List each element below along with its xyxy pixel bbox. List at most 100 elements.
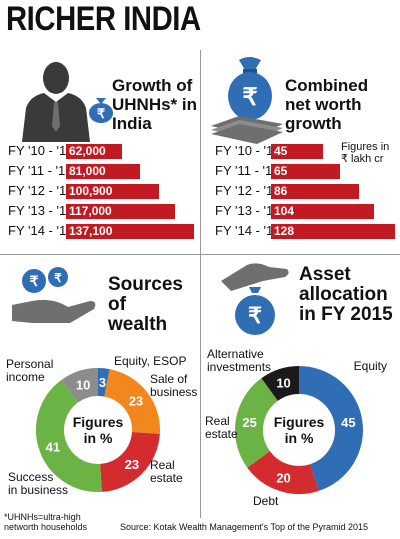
bar <box>66 224 194 239</box>
svg-text:₹: ₹ <box>54 271 62 285</box>
sources-panel: ₹ ₹ Sources of wealth 3 Equity, ESOP 23 Sal… <box>0 255 200 517</box>
bar-category-label: FY '14 - '15 <box>215 223 281 238</box>
donut-slice <box>97 368 110 397</box>
donut-category-label: Alternative investments <box>207 347 271 374</box>
donut-category-label: Success in business <box>8 470 68 497</box>
asset-title: Asset allocation in FY 2015 <box>299 265 393 325</box>
bar-category-label: FY '11 - '12 <box>215 163 280 178</box>
donut-category-label: Real estate <box>205 414 238 441</box>
bar <box>271 164 341 179</box>
svg-text:₹: ₹ <box>248 303 262 328</box>
networth-title: Combined net worth growth <box>285 76 368 133</box>
bar-value-label: 137,100 <box>69 224 113 238</box>
page-title: RICHER INDIA <box>6 0 201 38</box>
bar-value-label: 100,900 <box>69 184 113 198</box>
asset-title-line-2: allocation <box>299 284 388 305</box>
growth-title-line-3: India <box>112 114 152 133</box>
donut-category-label: Equity, ESOP <box>114 354 186 368</box>
growth-title: Growth of UHNHs* in India <box>112 76 197 133</box>
donut-center-label: Figures in % <box>274 414 325 446</box>
bar-value-label: 128 <box>274 224 295 238</box>
growth-panel: ₹ Growth of UHNHs* in India FY '10 - '11… <box>0 50 200 250</box>
sources-title-line-1: Sources of <box>108 274 183 315</box>
bar <box>66 204 175 219</box>
bar-value-label: 104 <box>274 204 295 218</box>
donut-slice <box>103 369 160 434</box>
bar-category-label: FY '13 - '14 <box>215 203 281 218</box>
horizontal-divider <box>0 254 400 255</box>
asset-donut-chart: 45 Equity 20 Debt 25 Real estate 10 Alternative i… <box>205 347 387 508</box>
donut-value-label: 25 <box>242 415 256 430</box>
bar <box>271 224 395 239</box>
bar <box>66 164 141 179</box>
donut-value-label: 23 <box>125 457 139 472</box>
hand-with-money-bag-icon: ₹ <box>221 263 289 335</box>
donut-category-label: Personal income <box>6 357 53 384</box>
footnote-line-2: networth households <box>4 522 88 532</box>
donut-category-label: Real estate <box>150 458 183 485</box>
donut-center-label: Figures in % <box>73 414 124 446</box>
bar-value-label: 117,000 <box>69 204 112 218</box>
rupee-money-bag-icon: ₹ <box>211 57 283 144</box>
hand-with-coins-icon: ₹ ₹ <box>12 267 96 323</box>
bar-category-label: FY '10 - '11 <box>8 143 73 158</box>
donut-slice <box>298 366 363 491</box>
source-note: Source: Kotak Wealth Management's Top of… <box>120 522 369 532</box>
asset-panel: ₹ Asset allocation in FY 2015 45 Equity 20… <box>201 255 400 517</box>
asset-title-line-3: in FY 2015 <box>299 304 393 325</box>
growth-title-line-2: UHNHs* in <box>112 95 198 114</box>
bar <box>271 184 359 199</box>
bar <box>66 144 122 159</box>
bar-category-label: FY '14 - '15 <box>8 223 74 238</box>
networth-note-line-2: ₹ lakh cr <box>341 153 384 165</box>
bar-value-label: 86 <box>274 184 288 198</box>
svg-text:₹: ₹ <box>30 273 39 289</box>
donut-value-label: 41 <box>46 439 60 454</box>
bar <box>66 184 160 199</box>
donut-category-label: Sale of business <box>150 372 197 399</box>
bar-category-label: FY '12 - '13 <box>8 183 74 198</box>
donut-slice <box>247 450 319 494</box>
vertical-divider <box>200 50 201 518</box>
svg-text:₹: ₹ <box>97 106 106 121</box>
donut-value-label: 20 <box>276 471 290 486</box>
businessman-icon <box>22 62 90 142</box>
footnote-line-1: *UHNHs=ultra-high <box>4 512 81 522</box>
donut-value-label: 10 <box>276 375 290 390</box>
bar-value-label: 81,000 <box>69 164 106 178</box>
donut-slice <box>261 366 300 402</box>
sources-title-line-2: wealth <box>108 314 168 335</box>
bar-value-label: 65 <box>274 164 288 178</box>
donut-category-label: Debt <box>253 494 279 508</box>
bar-category-label: FY '13 - '14 <box>8 203 74 218</box>
donut-slice <box>61 368 99 403</box>
bar-value-label: 45 <box>274 144 288 158</box>
bar-category-label: FY '11 - '12 <box>8 163 73 178</box>
sources-donut-chart: 3 Equity, ESOP 23 Sale of business 23 Real esta… <box>6 354 197 497</box>
donut-slice <box>36 379 102 492</box>
networth-title-line-3: growth <box>285 114 342 133</box>
donut-value-label: 10 <box>76 377 90 392</box>
sources-title: Sources of wealth <box>108 275 200 335</box>
bar <box>271 144 323 159</box>
bar-category-label: FY '10 - '11 <box>215 143 280 158</box>
rupee-money-bag-icon: ₹ <box>89 98 113 123</box>
footnote: *UHNHs=ultra-high networth households <box>4 512 87 532</box>
growth-title-line-1: Growth of <box>112 76 193 95</box>
donut-value-label: 23 <box>129 394 143 409</box>
asset-title-line-1: Asset <box>299 264 351 285</box>
donut-value-label: 3 <box>99 375 106 390</box>
donut-slice <box>99 431 160 492</box>
networth-note-line-1: Figures in <box>341 141 390 153</box>
bar <box>271 204 375 219</box>
donut-slice <box>235 378 279 468</box>
networth-title-line-2: net worth <box>285 95 362 114</box>
bar-value-label: 62,000 <box>69 144 106 158</box>
networth-panel: ₹ Combined net worth growth Figures in ₹… <box>201 50 400 250</box>
donut-category-label: Equity <box>354 359 387 373</box>
bar-category-label: FY '12 - '13 <box>215 183 281 198</box>
networth-title-line-1: Combined <box>285 76 369 95</box>
donut-value-label: 45 <box>341 415 355 430</box>
networth-units-note: Figures in ₹ lakh cr <box>341 141 389 165</box>
